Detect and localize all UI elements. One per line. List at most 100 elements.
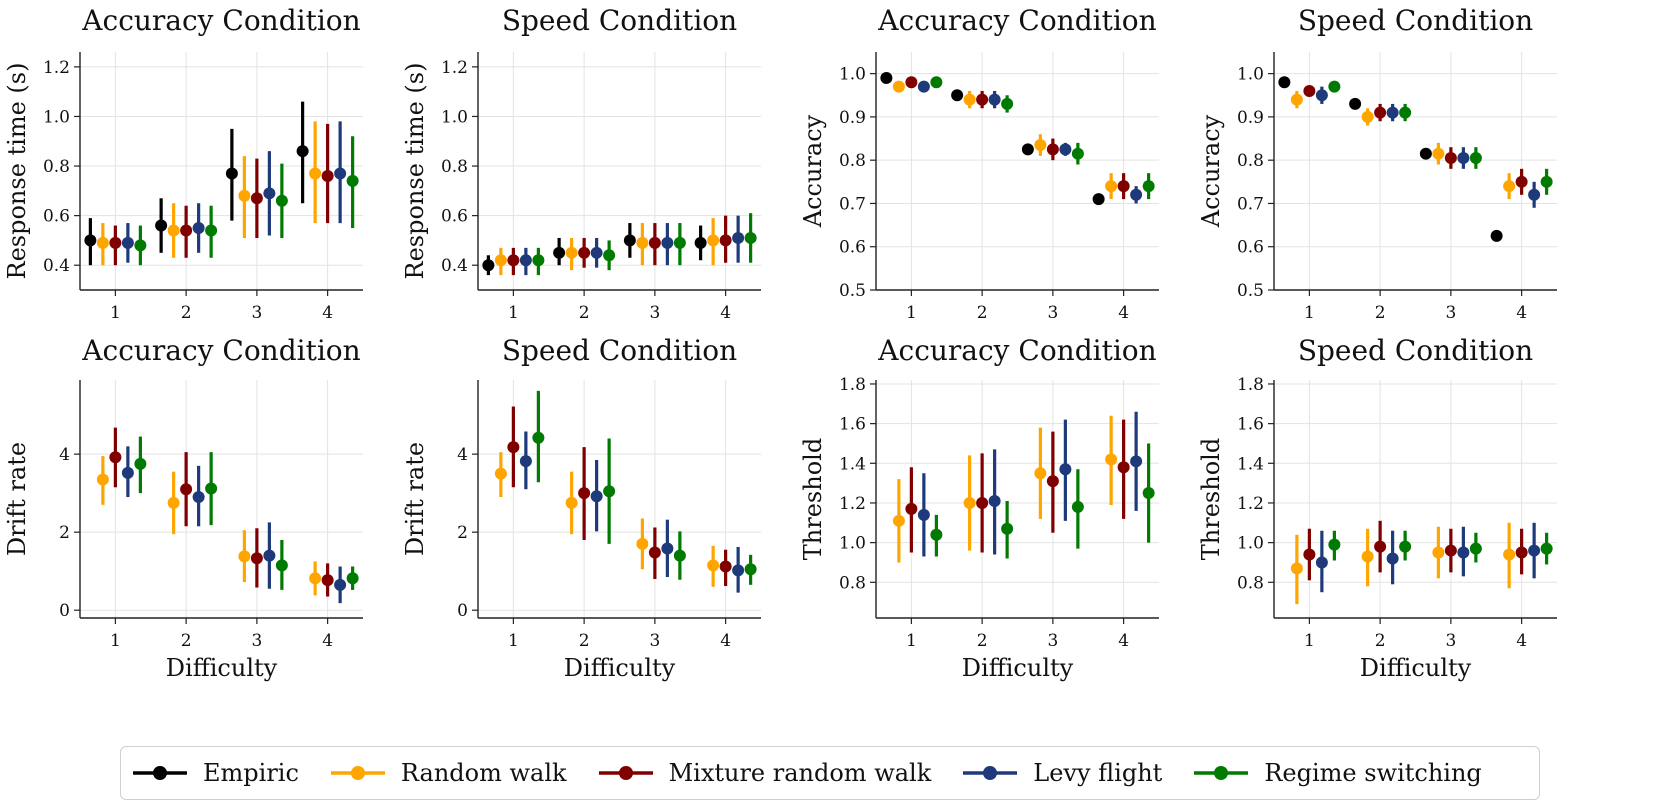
y-tick-label: 0.8 [43,157,70,177]
point-random-walk [309,572,322,585]
point-empiric [951,89,964,102]
y-tick-label: 1.0 [839,534,866,554]
legend-swatch [133,766,187,780]
point-empiric [155,219,168,232]
point-regime-switching [1142,487,1155,500]
point-regime-switching [1001,522,1014,535]
x-tick-label: 4 [1118,631,1129,651]
point-levy-flight [1315,556,1328,569]
point-regime-switching [603,485,616,498]
x-tick-label: 1 [906,303,917,323]
point-levy-flight [334,167,347,180]
point-random-walk [494,254,507,267]
y-tick-label: 1.0 [43,107,70,127]
point-mixture-random-walk [1117,461,1130,474]
point-random-walk [707,234,720,247]
point-random-walk [238,189,251,202]
point-mixture-random-walk [1046,475,1059,488]
point-mixture-random-walk [321,574,334,587]
point-mixture-random-walk [719,560,732,573]
y-tick-label: 0.4 [441,256,468,276]
point-regime-switching [1071,500,1084,513]
x-tick-label: 4 [1516,631,1527,651]
point-levy-flight [732,231,745,244]
point-regime-switching [673,236,686,249]
panel-title: Accuracy Condition [81,334,360,367]
point-random-walk [636,236,649,249]
point-regime-switching [134,239,147,252]
y-tick-label: 1.2 [441,58,468,78]
panel-1: Accuracy Condition 0.4 0.6 0.8 1.0 1.2 1 2 3 4 Res… [3,4,363,323]
legend-marker [618,766,633,780]
panel-5: Accuracy Condition 0 2 4 1 2 3 4 Drift rate Diffi… [3,334,363,682]
point-empiric [296,145,309,158]
point-levy-flight [1457,546,1470,559]
y-tick-label: 0 [457,601,468,621]
point-mixture-random-walk [905,76,918,89]
point-mixture-random-walk [1444,152,1457,165]
legend-marker [153,766,167,780]
point-regime-switching [744,231,757,244]
point-mixture-random-walk [1515,546,1528,559]
point-levy-flight [661,542,674,555]
y-tick-label: 4 [457,445,468,465]
legend-item-empiric: Empiric [131,759,299,787]
point-mixture-random-walk [719,234,732,247]
legend-label: Mixture random walk [668,759,932,787]
x-tick-label: 3 [1445,303,1456,323]
point-random-walk [1034,467,1047,480]
x-axis-label: Difficulty [564,654,676,682]
y-axis-label: Accuracy [1197,114,1225,228]
point-mixture-random-walk [976,496,989,509]
point-random-walk [96,236,109,249]
y-tick-label: 0 [59,601,70,621]
point-regime-switching [930,76,943,89]
point-levy-flight [1059,463,1072,476]
point-regime-switching [205,224,218,237]
point-regime-switching [1328,80,1341,93]
point-random-walk [494,467,507,480]
point-empiric [482,259,495,272]
x-tick-label: 1 [110,631,121,651]
point-mixture-random-walk [1117,180,1130,193]
point-random-walk [963,93,976,106]
point-regime-switching [134,457,147,470]
point-empiric [623,234,636,247]
point-levy-flight [1130,455,1143,468]
y-axis-label: Drift rate [3,442,31,556]
legend-item-mixture-random-walk: Mixture random walk [597,759,932,787]
point-mixture-random-walk [250,192,263,205]
point-levy-flight [192,491,205,504]
x-tick-label: 2 [181,631,192,651]
legend-swatch [330,766,385,780]
point-regime-switching [1399,106,1412,119]
panel-title: Accuracy Condition [877,4,1156,37]
point-random-walk [1361,550,1374,563]
point-mixture-random-walk [321,169,334,182]
point-regime-switching [275,194,288,207]
point-mixture-random-walk [578,487,591,500]
point-mixture-random-walk [1303,84,1316,97]
legend-label: Random walk [400,759,567,787]
y-tick-label: 0.9 [1237,108,1264,128]
y-tick-label: 0.6 [441,207,468,227]
x-tick-label: 3 [649,631,660,651]
y-tick-label: 0.5 [839,281,866,301]
point-regime-switching [1540,542,1553,555]
panel-8: Speed Condition 0.8 1.0 1.2 1.4 1.6 1.8 1 2 3 4 Thr… [1197,334,1557,682]
point-levy-flight [1130,188,1143,201]
x-tick-label: 4 [720,631,731,651]
point-mixture-random-walk [1303,548,1316,561]
y-axis-label: Threshold [799,438,827,560]
y-tick-label: 1.2 [43,58,70,78]
x-tick-label: 4 [322,631,333,651]
point-mixture-random-walk [1444,544,1457,557]
point-random-walk [1034,139,1047,152]
point-mixture-random-walk [507,254,520,267]
legend-marker [983,766,998,780]
point-mixture-random-walk [648,546,661,559]
x-tick-label: 3 [251,631,262,651]
point-levy-flight [661,236,674,249]
point-random-walk [1432,147,1445,160]
x-tick-label: 4 [322,303,333,323]
